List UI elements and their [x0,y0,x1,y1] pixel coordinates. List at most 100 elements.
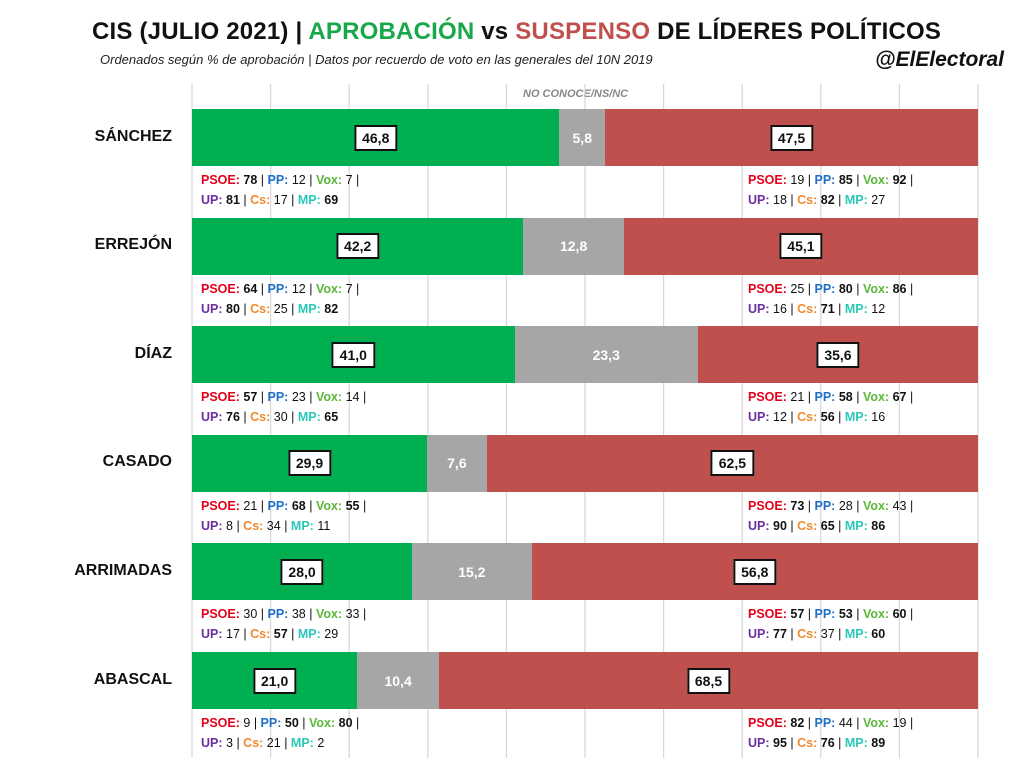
approval-by-party: PSOE: 64 | PP: 12 | Vox: 7 | UP: 80 | Cs:… [201,281,360,316]
leader-name: SÁNCHEZ [94,127,172,145]
author-handle: @ElElectoral [874,48,1004,71]
leader-name: ABASCAL [93,670,172,688]
party-value-pp: 28 [835,498,853,513]
approval-by-party: PSOE: 57 | PP: 23 | Vox: 14 | UP: 76 | Cs… [201,390,367,425]
party-value-cs: 25 [270,301,288,316]
party-value-vox: 19 [889,716,907,730]
no-answer-label: NO CONOCE/NS/NC [523,88,629,100]
party-label-pp: PP: [267,173,289,187]
party-value-mp: 29 [320,627,339,642]
party-value-pp: 68 [288,498,306,513]
disapproval-value: 62,5 [710,450,754,477]
party-value-vox: 55 [342,498,360,513]
no-answer-value: 12,8 [559,238,588,255]
party-value-mp: 12 [867,301,886,316]
title-disapproval: SUSPENSO [515,18,651,45]
party-label-vox: Vox: [308,716,336,730]
party-value-mp: 2 [313,736,325,750]
party-value-pp: 23 [288,390,306,405]
title-prefix: CIS (JULIO 2021) | [92,18,309,45]
party-value-psoe: 21 [786,390,805,405]
approval-by-party: PSOE: 78 | PP: 12 | Vox: 7 | UP: 81 | Cs:… [201,173,360,207]
party-label-pp: PP: [267,607,289,622]
party-label-cs: Cs: [797,193,818,207]
party-label-vox: Vox: [315,498,343,513]
approval-by-party: PSOE: 30 | PP: 38 | Vox: 33 | UP: 17 | Cs… [201,607,367,642]
party-value-cs: 34 [263,518,281,533]
party-label-vox: Vox: [315,281,343,296]
party-label-psoe: PSOE: [748,498,787,513]
party-label-up: UP: [201,736,223,750]
party-label-mp: MP: [290,518,314,533]
party-label-mp: MP: [297,193,321,207]
party-value-vox: 92 [889,173,907,187]
disapproval-value: 45,1 [779,233,823,260]
party-value-vox: 86 [889,281,907,296]
party-label-cs: Cs: [243,518,264,533]
party-value-cs: 71 [817,301,835,316]
party-label-pp: PP: [814,716,836,730]
party-label-mp: MP: [297,627,321,642]
party-value-psoe: 73 [786,498,805,513]
party-label-up: UP: [748,301,770,316]
party-value-cs: 21 [263,736,281,750]
party-value-psoe: 57 [786,607,805,622]
party-value-psoe: 9 [239,716,251,730]
party-value-mp: 86 [867,518,886,533]
party-label-vox: Vox: [315,390,343,405]
party-label-cs: Cs: [250,627,271,642]
party-label-pp: PP: [267,281,289,296]
leader-name: ARRIMADAS [74,561,172,579]
party-value-up: 76 [222,410,240,425]
party-label-pp: PP: [814,498,836,513]
party-value-vox: 14 [342,390,360,405]
party-label-psoe: PSOE: [748,716,787,730]
approval-value: 28,0 [280,558,324,585]
party-value-cs: 82 [817,193,835,207]
party-label-up: UP: [201,193,223,207]
party-value-pp: 85 [835,173,853,187]
party-value-vox: 43 [889,498,907,513]
party-label-up: UP: [201,301,223,316]
no-answer-bar [357,652,440,709]
party-value-up: 90 [769,518,787,533]
party-label-up: UP: [748,193,770,207]
disapproval-by-party: PSOE: 57 | PP: 53 | Vox: 60 | UP: 77 | Cs… [748,607,914,642]
disapproval-value: 47,5 [769,124,814,151]
party-label-cs: Cs: [250,410,271,425]
party-value-mp: 82 [320,301,339,316]
party-value-up: 77 [769,627,787,642]
party-value-cs: 57 [270,627,288,642]
leader-name: ERREJÓN [94,236,172,254]
party-value-mp: 60 [867,627,886,642]
approval-value: 29,9 [287,450,332,477]
party-value-pp: 58 [835,390,853,405]
party-label-up: UP: [201,518,223,533]
party-label-psoe: PSOE: [201,716,240,730]
party-label-cs: Cs: [797,301,818,316]
party-label-mp: MP: [844,518,868,533]
chart-title: CIS (JULIO 2021) | APROBACIÓN vs SUSPENS… [92,18,941,46]
party-value-vox: 80 [335,716,353,730]
party-value-cs: 65 [817,518,835,533]
no-answer-value: 7,6 [447,455,467,472]
no-answer-value: 23,3 [592,346,620,363]
party-label-cs: Cs: [250,193,271,207]
party-label-mp: MP: [844,627,868,642]
party-value-up: 12 [769,410,787,425]
party-value-up: 17 [222,627,240,642]
party-label-cs: Cs: [797,410,818,425]
no-answer-bar [427,434,487,492]
leader-name: CASADO [102,453,172,471]
party-value-vox: 33 [342,607,360,622]
party-label-cs: Cs: [250,301,271,316]
approval-value: 46,8 [354,124,398,151]
party-label-vox: Vox: [862,390,890,405]
party-label-up: UP: [201,410,223,425]
party-label-pp: PP: [260,716,282,730]
party-value-pp: 53 [835,607,853,622]
party-label-mp: MP: [844,410,868,425]
party-label-cs: Cs: [797,518,818,533]
party-value-psoe: 30 [239,607,258,622]
disapproval-by-party: PSOE: 19 | PP: 85 | Vox: 92 | UP: 18 | Cs… [748,173,914,207]
